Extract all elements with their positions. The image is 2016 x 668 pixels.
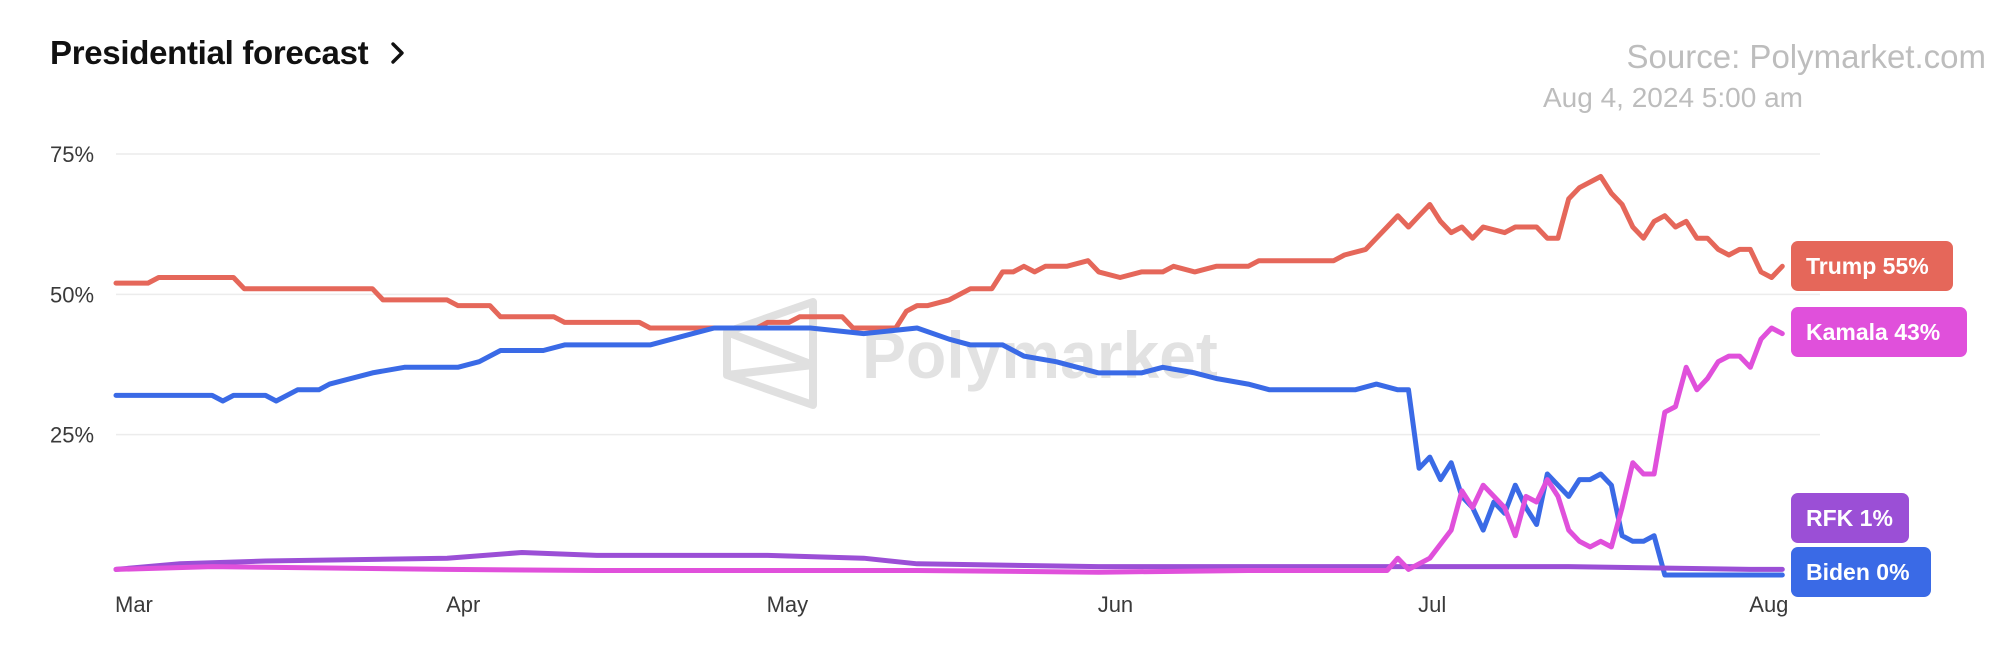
polymarket-logo-icon (723, 298, 817, 409)
x-tick-label: Jun (1098, 592, 1133, 617)
chart-title-link[interactable]: Presidential forecast (50, 34, 410, 72)
label-text: Kamala 43% (1806, 319, 1940, 345)
x-axis: Mar Apr May Jun Jul Aug (115, 592, 1788, 617)
label-text: RFK 1% (1806, 505, 1893, 531)
series-lines (113, 174, 1785, 578)
series-line-rfk (113, 550, 1785, 572)
y-tick-label: 50% (50, 282, 94, 307)
x-tick-label: Mar (115, 592, 153, 617)
series-line-biden (113, 325, 1785, 578)
label-badge (1791, 547, 1931, 597)
series-label-rfk: RFK 1% (1791, 493, 1909, 543)
x-tick-label: Jul (1418, 592, 1446, 617)
timestamp-label: Aug 4, 2024 5:00 am (1543, 82, 1803, 113)
y-axis: 25% 50% 75% (50, 142, 94, 448)
source-label: Source: Polymarket.com (1626, 38, 1986, 75)
label-text: Trump 55% (1806, 253, 1929, 279)
series-labels: Trump 55% Kamala 43% RFK 1% Biden 0% (1791, 241, 1967, 597)
series-label-biden: Biden 0% (1791, 547, 1931, 597)
y-tick-label: 75% (50, 142, 94, 167)
series-line-trump (113, 174, 1785, 331)
page-title: Presidential forecast (50, 34, 369, 71)
label-text: Biden 0% (1806, 559, 1910, 585)
chevron-right-icon (391, 42, 405, 64)
series-label-trump: Trump 55% (1791, 241, 1953, 291)
label-badge (1791, 493, 1909, 543)
series-label-kamala: Kamala 43% (1791, 307, 1967, 357)
x-tick-label: May (767, 592, 809, 617)
watermark: Polymarket (723, 298, 1218, 409)
x-tick-label: Aug (1749, 592, 1788, 617)
y-tick-label: 25% (50, 423, 94, 448)
label-badge (1791, 307, 1967, 357)
x-tick-label: Apr (446, 592, 480, 617)
grid-lines (116, 153, 1820, 436)
label-badge (1791, 241, 1953, 291)
series-line-kamala (113, 325, 1785, 575)
